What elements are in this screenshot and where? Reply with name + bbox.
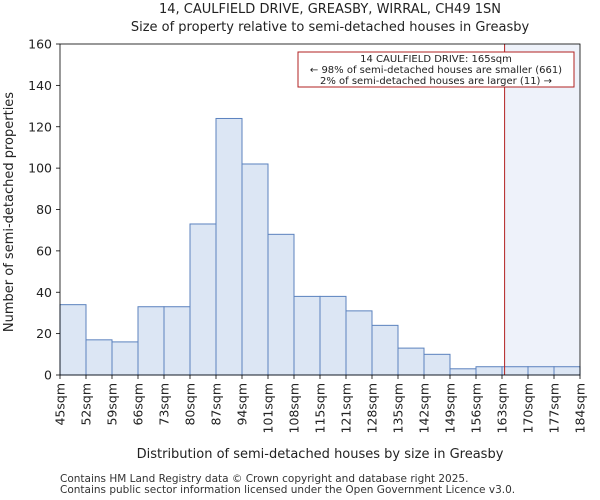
x-tick-label: 80sqm [183,383,198,426]
bar-87sqm [215,117,243,376]
footer-line-2: Contains public sector information licen… [60,484,516,496]
bar-156sqm [475,366,503,376]
bar-66sqm [137,306,165,376]
x-tick-label: 156sqm [469,383,484,433]
x-tick-label: 108sqm [287,383,302,433]
bar-121sqm [345,310,373,376]
y-tick-label: 120 [28,119,52,134]
bar-52sqm [85,339,113,376]
x-axis: 45sqm 52sqm 59sqm 66sqm 73sqm 80sqm 87sqm 94sqm… [53,375,588,433]
bars [59,117,581,376]
y-tick-label: 160 [28,37,52,52]
y-tick-label: 60 [36,243,52,258]
x-tick-label: 184sqm [573,383,588,433]
y-tick-label: 100 [28,161,52,176]
y-tick-label: 80 [36,202,52,217]
bar-163sqm [501,366,529,376]
x-tick-label: 115sqm [313,383,328,433]
x-tick-label: 73sqm [157,383,172,426]
x-tick-label: 52sqm [79,383,94,426]
bar-115sqm [319,295,347,376]
x-tick-label: 101sqm [261,383,276,433]
y-axis: 0 20 40 60 80 100 120 140 160 [28,37,60,383]
y-tick-label: 0 [44,368,52,383]
bar-73sqm [163,306,191,376]
x-tick-label: 149sqm [443,383,458,433]
bar-45sqm [59,304,87,376]
y-axis-title: Number of semi-detached properties [2,92,17,332]
y-tick-label: 20 [36,326,52,341]
bar-94sqm [241,163,269,376]
x-tick-label: 128sqm [365,383,380,433]
bar-80sqm [189,223,217,376]
bar-128sqm [371,324,399,376]
bar-59sqm [111,341,139,376]
x-tick-label: 135sqm [391,383,406,433]
x-tick-label: 142sqm [417,383,432,433]
x-tick-label: 45sqm [53,383,68,426]
y-tick-label: 140 [28,78,52,93]
footer-line-1: Contains HM Land Registry data © Crown c… [60,473,469,485]
bar-135sqm [397,347,425,376]
x-tick-label: 66sqm [131,383,146,426]
y-tick-label: 40 [36,285,52,300]
bar-177sqm [553,366,581,376]
bar-101sqm [267,233,295,376]
annotation-box: 14 CAULFIELD DRIVE: 165sqm ← 98% of semi… [297,51,575,88]
x-tick-label: 163sqm [495,383,510,433]
bar-149sqm [449,368,477,376]
x-tick-label: 121sqm [339,383,354,433]
x-tick-label: 94sqm [235,383,250,426]
annotation-line-1: 14 CAULFIELD DRIVE: 165sqm [360,54,512,65]
bar-142sqm [423,353,451,376]
x-tick-label: 59sqm [105,383,120,426]
chart-subtitle: Size of property relative to semi-detach… [131,20,530,35]
highlight-region [504,44,580,375]
x-axis-title: Distribution of semi-detached houses by … [137,447,504,462]
bar-170sqm [527,366,555,376]
annotation-line-2: ← 98% of semi-detached houses are smalle… [310,65,562,76]
x-tick-label: 87sqm [209,383,224,426]
x-tick-label: 177sqm [547,383,562,433]
annotation-line-3: 2% of semi-detached houses are larger (1… [320,76,552,87]
chart-title: 14, CAULFIELD DRIVE, GREASBY, WIRRAL, CH… [159,2,501,17]
x-tick-label: 170sqm [521,383,536,433]
annotation-frame [297,51,575,88]
bar-108sqm [293,295,321,376]
